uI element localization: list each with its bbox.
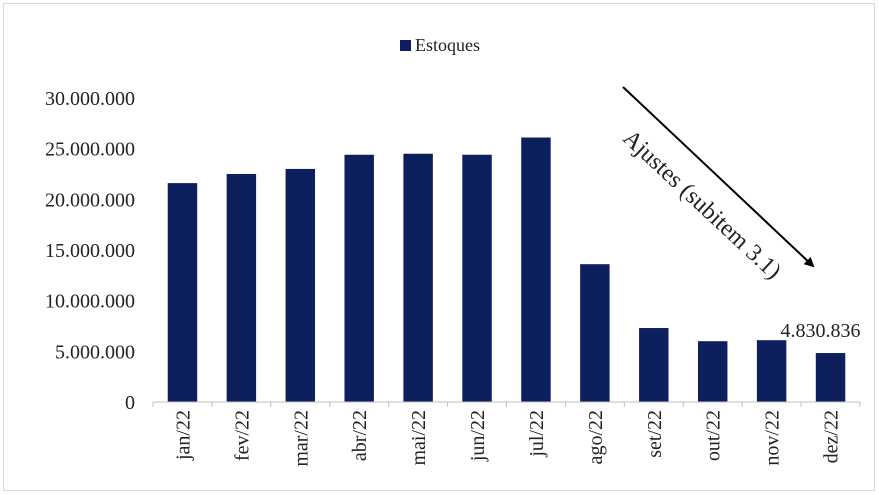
x-tick-label: mai/22: [408, 410, 430, 466]
bar-mar-22: [285, 168, 316, 402]
legend-label-estoques: Estoques: [415, 35, 480, 55]
y-tick-label: 0: [125, 392, 135, 414]
bar-jul-22: [521, 137, 551, 402]
x-tick-label: jan/22: [172, 410, 194, 461]
x-tick-label: abr/22: [349, 410, 371, 461]
annotation-ajustes: Ajustes (subitem 3.1): [618, 86, 815, 285]
bar-dez-22: [815, 353, 846, 402]
chart-frame: [3, 3, 875, 491]
y-axis: 0 5.000.000 10.000.000 15.000.000 20.000.000…: [45, 88, 135, 414]
bar-nov-22: [756, 340, 787, 402]
x-tick-label: set/22: [644, 410, 666, 458]
data-labels: 4.830.836: [781, 320, 861, 342]
bar-abr-22: [344, 154, 374, 402]
x-tick-label: dez/22: [821, 410, 843, 463]
legend-swatch-estoques: [400, 40, 411, 51]
y-tick-label: 20.000.000: [45, 189, 135, 211]
bar-set-22: [639, 328, 669, 402]
x-tick-label: ago/22: [585, 410, 607, 464]
y-tick-label: 30.000.000: [45, 88, 135, 110]
bar-out-22: [697, 341, 728, 402]
annotation-arrow: [622, 86, 815, 268]
bar-jun-22: [462, 154, 492, 402]
x-tick-label: jun/22: [467, 410, 489, 462]
x-tick-label: nov/22: [762, 410, 784, 466]
y-tick-label: 5.000.000: [55, 341, 135, 363]
x-tick-label: jul/22: [526, 410, 548, 458]
data-label: 4.830.836: [781, 320, 861, 342]
y-tick-label: 15.000.000: [45, 240, 135, 262]
y-tick-label: 25.000.000: [45, 139, 135, 161]
x-axis: jan/22 fev/22 mar/22 abr/22 mai/22 jun/22 jul/…: [152, 401, 861, 467]
bar-mai-22: [403, 153, 433, 402]
bars: [167, 137, 846, 402]
x-tick-label: fev/22: [231, 410, 253, 461]
bar-ago-22: [580, 264, 610, 402]
bar-jan-22: [167, 183, 198, 402]
x-tick-label: out/22: [703, 410, 725, 461]
y-tick-label: 10.000.000: [45, 291, 135, 313]
bar-fev-22: [226, 174, 257, 402]
x-tick-label: mar/22: [290, 410, 312, 467]
annotation-text: Ajustes (subitem 3.1): [618, 125, 786, 284]
legend: Estoques: [400, 35, 480, 55]
